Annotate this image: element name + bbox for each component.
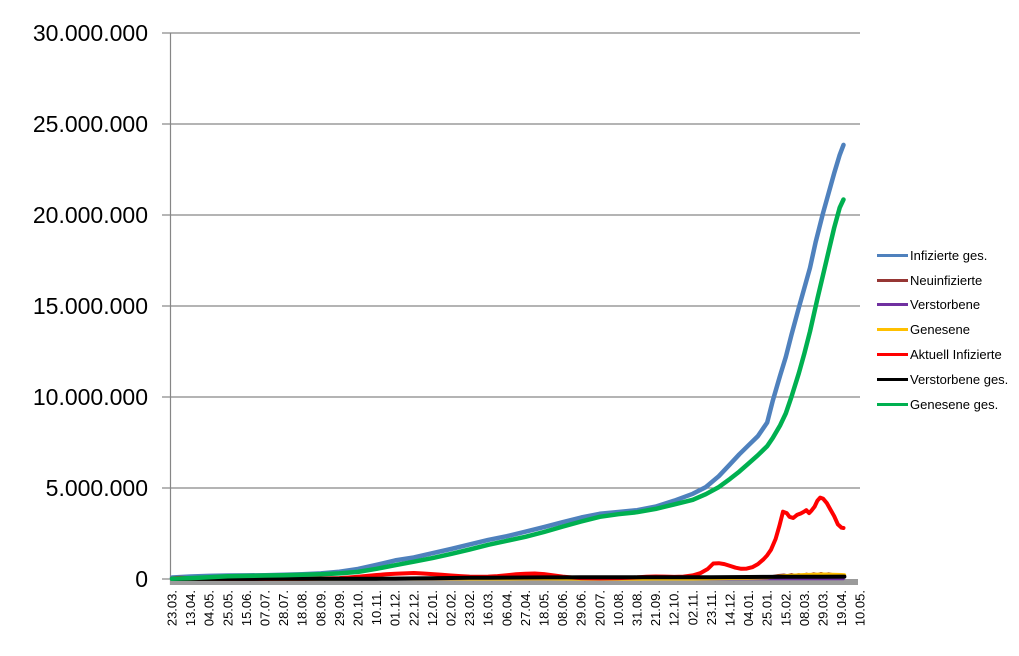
x-axis-label: 29.03. — [816, 590, 831, 626]
x-axis-label: 01.12. — [388, 590, 403, 626]
legend-label-verstorbene: Verstorbene — [910, 297, 981, 313]
series-line-verstorbene-ges — [170, 574, 847, 581]
x-axis-label: 04.05. — [202, 590, 217, 626]
x-axis-label: 22.12. — [406, 590, 421, 626]
x-axis-label: 02.02. — [444, 590, 459, 626]
x-axis-label: 16.03. — [481, 590, 496, 626]
y-axis-label: 15.000.000 — [33, 293, 148, 319]
x-axis-label: 10.11. — [369, 590, 384, 625]
x-axis-label: 02.11. — [685, 590, 700, 625]
y-axis-label: 20.000.000 — [33, 202, 148, 228]
legend-line-swatch-genesene — [877, 328, 908, 332]
x-axis-band — [170, 579, 858, 585]
x-axis-label: 29.06. — [574, 590, 589, 626]
x-axis-label: 14.12. — [723, 590, 738, 626]
legend-label-aktuell-infizierte: Aktuell Infizierte — [910, 347, 1002, 363]
legend-item-genesene: Genesene — [877, 317, 1008, 342]
x-axis-label: 21.09. — [648, 590, 663, 626]
y-axis-label: 10.000.000 — [33, 384, 148, 410]
x-axis-label: 29.09. — [332, 590, 347, 626]
legend-line-swatch-infizierte-ges — [877, 253, 908, 257]
series-line-infizierte-ges — [169, 142, 846, 580]
y-axis-label: 0 — [135, 566, 148, 592]
x-axis-label: 06.04. — [499, 590, 514, 626]
x-axis-label: 12.10. — [667, 590, 682, 626]
legend-line-swatch-verstorbene — [877, 303, 908, 307]
legend-item-genesene-ges: Genesene ges. — [877, 392, 1008, 417]
legend-label-genesene: Genesene — [910, 322, 970, 338]
x-axis-label: 10.08. — [611, 590, 626, 626]
x-axis-label: 13.04. — [183, 590, 198, 626]
x-axis-label: 08.09. — [313, 590, 328, 626]
x-axis-label: 15.02. — [778, 590, 793, 626]
x-axis-label: 31.08. — [630, 590, 645, 626]
x-axis-label: 23.03. — [165, 590, 180, 626]
x-axis-label: 15.06. — [239, 590, 254, 626]
x-axis-label: 28.07. — [276, 590, 291, 626]
legend-line-swatch-genesene-ges — [877, 402, 908, 406]
legend-item-aktuell-infizierte: Aktuell Infizierte — [877, 342, 1008, 367]
y-axis-label: 5.000.000 — [46, 475, 148, 501]
x-axis-label: 07.07. — [258, 590, 273, 626]
legend-item-verstorbene: Verstorbene — [877, 293, 1008, 318]
series-line-genesene-ges — [169, 197, 846, 582]
x-axis-label: 18.05. — [537, 590, 552, 626]
legend-label-infizierte-ges: Infizierte ges. — [910, 247, 988, 263]
legend-line-swatch-aktuell-infizierte — [877, 353, 908, 357]
chart-legend: Infizierte ges. Neuinfizierte Verstorbene G… — [877, 243, 1008, 417]
x-axis-label: 04.01. — [741, 590, 756, 626]
x-axis-label: 08.03. — [797, 590, 812, 626]
x-axis-label: 23.02. — [462, 590, 477, 626]
x-axis-label: 12.01. — [425, 590, 440, 626]
legend-item-neuinfizierte: Neuinfizierte — [877, 268, 1008, 293]
x-axis-label: 25.05. — [220, 590, 235, 626]
y-axis-label: 25.000.000 — [33, 111, 148, 137]
legend-label-verstorbene-ges: Verstorbene ges. — [910, 371, 1009, 387]
x-axis-label: 10.05. — [853, 590, 868, 626]
legend-line-swatch-verstorbene-ges — [877, 377, 908, 381]
x-axis-label: 25.01. — [760, 590, 775, 626]
legend-item-infizierte-ges: Infizierte ges. — [877, 243, 1008, 268]
x-axis-label: 23.11. — [704, 590, 719, 625]
x-axis-label: 20.07. — [592, 590, 607, 626]
y-axis-label: 30.000.000 — [33, 20, 148, 46]
x-axis-label: 19.04. — [834, 590, 849, 626]
x-axis-label: 18.08. — [295, 590, 310, 626]
legend-line-swatch-neuinfizierte — [877, 278, 908, 282]
legend-label-genesene-ges: Genesene ges. — [910, 396, 999, 412]
x-axis-label: 20.10. — [351, 590, 366, 626]
x-axis-label: 27.04. — [518, 590, 533, 626]
legend-label-neuinfizierte: Neuinfizierte — [910, 272, 983, 288]
legend-item-verstorbene-ges: Verstorbene ges. — [877, 367, 1008, 392]
x-axis-label: 08.06. — [555, 590, 570, 626]
